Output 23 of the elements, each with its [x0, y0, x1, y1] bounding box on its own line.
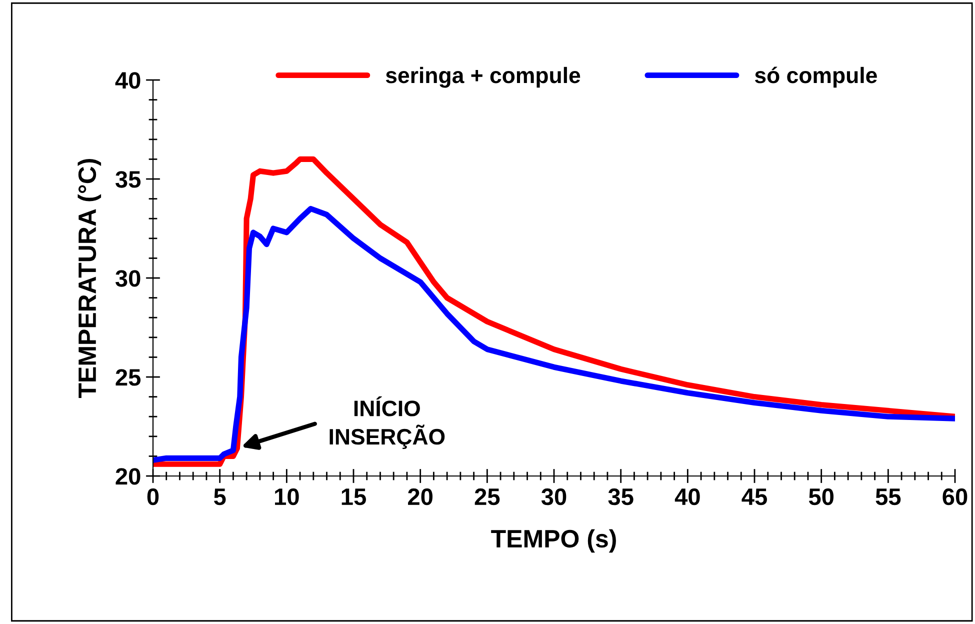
y-tick-label: 20	[116, 468, 140, 485]
x-axis-title: TEMPO (s)	[491, 529, 616, 553]
x-tick-label: 45	[742, 488, 767, 506]
y-tick-label: 35	[115, 171, 141, 188]
y-tick-label: 25	[116, 369, 141, 386]
x-tick-label: 40	[674, 488, 700, 506]
annotation: INÍCIO INSERÇÃO	[330, 396, 445, 450]
x-tick-label: 60	[942, 488, 968, 506]
x-tick-label: 10	[275, 488, 299, 506]
legend-label: seringa + compule	[386, 66, 580, 88]
x-tick-label: 25	[474, 488, 500, 506]
x-tick-label: 15	[342, 488, 366, 506]
y-tick-label: 40	[115, 72, 140, 89]
y-tick-label: 30	[115, 270, 140, 287]
legend-label: só compule	[754, 66, 877, 88]
x-tick-label: 0	[147, 488, 159, 506]
x-tick-label: 35	[608, 488, 634, 506]
x-tick-label: 20	[408, 488, 432, 506]
x-tick-label: 30	[541, 488, 566, 506]
x-tick-label: 5	[214, 488, 226, 506]
x-tick-label: 50	[808, 488, 834, 506]
y-axis-title: TEMPERATURA (°C)	[78, 158, 102, 398]
x-tick-label: 55	[876, 488, 901, 506]
